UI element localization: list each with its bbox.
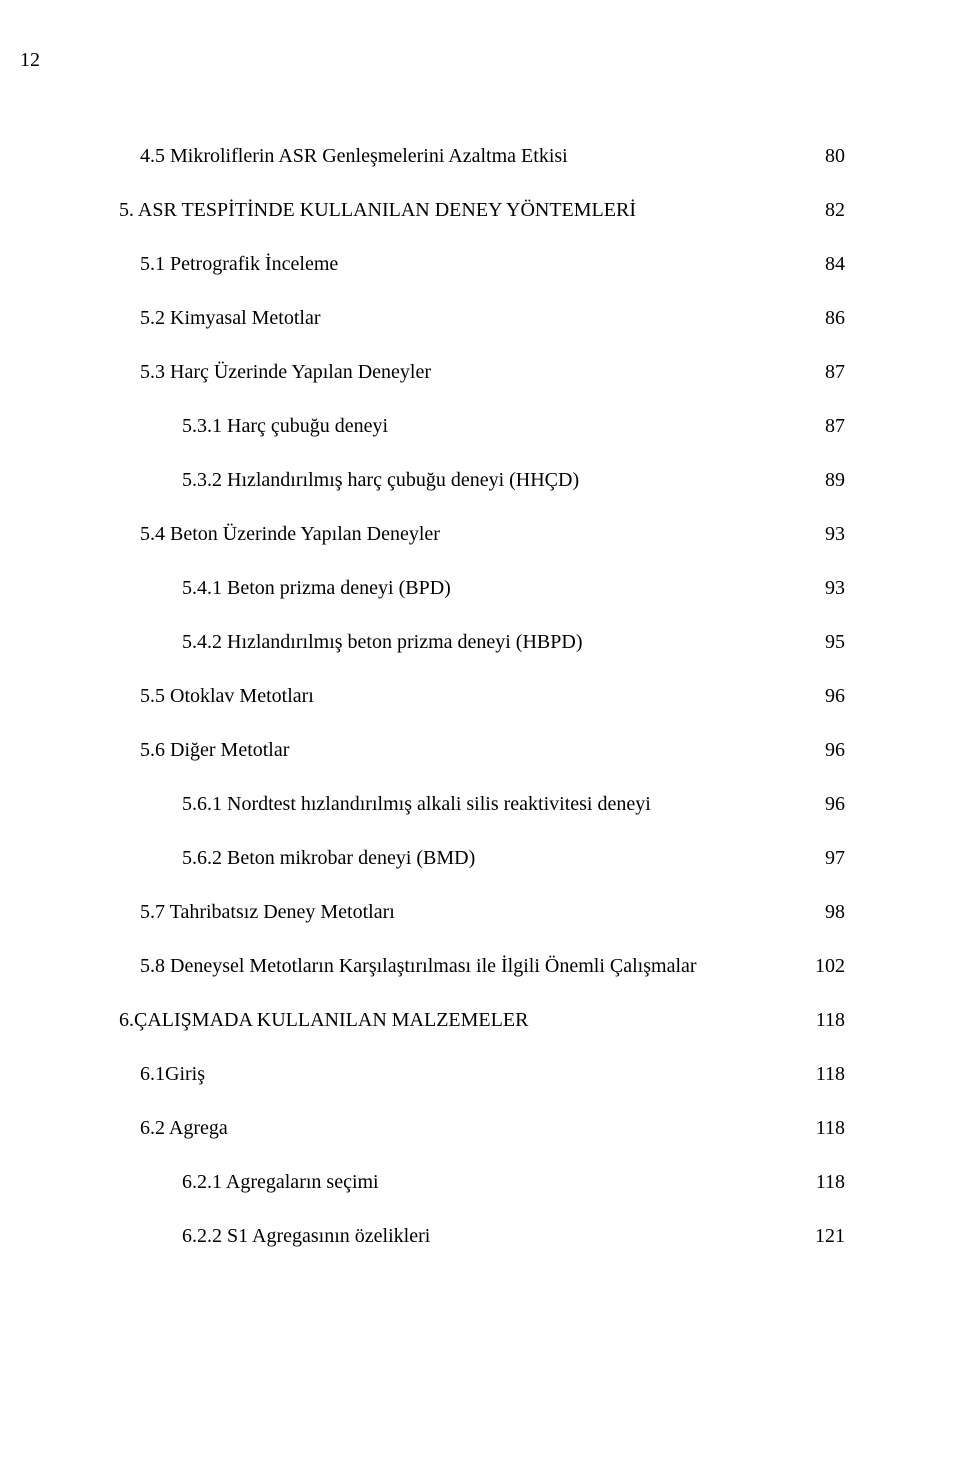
toc-entry-label: 6.2 Agrega: [140, 1118, 805, 1138]
toc-row: 5.4 Beton Üzerinde Yapılan Deneyler93: [119, 524, 845, 544]
toc-entry-page: 118: [805, 1118, 845, 1138]
toc-row: 5.3 Harç Üzerinde Yapılan Deneyler87: [119, 362, 845, 382]
page-number: 12: [20, 50, 40, 70]
toc-entry-label: 6.2.1 Agregaların seçimi: [182, 1172, 805, 1192]
toc-entry-page: 96: [805, 740, 845, 760]
toc-row: 5.1 Petrografik İnceleme84: [119, 254, 845, 274]
toc-row: 5.5 Otoklav Metotları96: [119, 686, 845, 706]
toc-row: 6.2.2 S1 Agregasının özelikleri121: [119, 1226, 845, 1246]
toc-entry-label: 5.6.2 Beton mikrobar deneyi (BMD): [182, 848, 805, 868]
toc-entry-label: 5.4.1 Beton prizma deneyi (BPD): [182, 578, 805, 598]
toc-entry-label: 5.4 Beton Üzerinde Yapılan Deneyler: [140, 524, 805, 544]
toc-entry-label: 5.3.2 Hızlandırılmış harç çubuğu deneyi …: [182, 470, 805, 490]
toc-entry-label: 5.2 Kimyasal Metotlar: [140, 308, 805, 328]
toc-entry-page: 118: [805, 1064, 845, 1084]
toc-entry-label: 4.5 Mikroliflerin ASR Genleşmelerini Aza…: [140, 146, 805, 166]
toc-row: 5.4.2 Hızlandırılmış beton prizma deneyi…: [119, 632, 845, 652]
toc-entry-label: 5.4.2 Hızlandırılmış beton prizma deneyi…: [182, 632, 805, 652]
toc-entry-page: 118: [805, 1172, 845, 1192]
toc-entry-page: 97: [805, 848, 845, 868]
toc-row: 5. ASR TESPİTİNDE KULLANILAN DENEY YÖNTE…: [119, 200, 845, 220]
toc-entry-label: 5.6 Diğer Metotlar: [140, 740, 805, 760]
toc-entry-page: 82: [805, 200, 845, 220]
toc-row: 5.8 Deneysel Metotların Karşılaştırılmas…: [119, 956, 845, 976]
toc-row: 4.5 Mikroliflerin ASR Genleşmelerini Aza…: [119, 146, 845, 166]
toc-entry-label: 5.7 Tahribatsız Deney Metotları: [140, 902, 805, 922]
toc-entry-page: 87: [805, 416, 845, 436]
toc-entry-page: 96: [805, 794, 845, 814]
toc-row: 6.1Giriş118: [119, 1064, 845, 1084]
document-page: 12 4.5 Mikroliflerin ASR Genleşmelerini …: [0, 0, 960, 1478]
toc-entry-label: 5.6.1 Nordtest hızlandırılmış alkali sil…: [182, 794, 805, 814]
toc-entry-label: 5.3 Harç Üzerinde Yapılan Deneyler: [140, 362, 805, 382]
toc-entry-page: 95: [805, 632, 845, 652]
toc-row: 6.ÇALIŞMADA KULLANILAN MALZEMELER118: [119, 1010, 845, 1030]
toc-entry-page: 96: [805, 686, 845, 706]
toc-entry-page: 80: [805, 146, 845, 166]
toc-entry-page: 84: [805, 254, 845, 274]
toc-entry-label: 5.8 Deneysel Metotların Karşılaştırılmas…: [140, 956, 805, 976]
toc-entry-label: 5.3.1 Harç çubuğu deneyi: [182, 416, 805, 436]
toc-entry-page: 86: [805, 308, 845, 328]
toc-row: 5.6.2 Beton mikrobar deneyi (BMD)97: [119, 848, 845, 868]
toc-row: 5.4.1 Beton prizma deneyi (BPD)93: [119, 578, 845, 598]
toc-entry-page: 87: [805, 362, 845, 382]
toc-entry-page: 102: [805, 956, 845, 976]
toc-entry-label: 6.1Giriş: [140, 1064, 805, 1084]
toc-entry-page: 118: [805, 1010, 845, 1030]
toc-entry-page: 93: [805, 524, 845, 544]
toc-entry-page: 121: [805, 1226, 845, 1246]
toc-entry-label: 5.1 Petrografik İnceleme: [140, 254, 805, 274]
toc-entry-label: 6.ÇALIŞMADA KULLANILAN MALZEMELER: [119, 1010, 805, 1030]
toc-row: 5.3.2 Hızlandırılmış harç çubuğu deneyi …: [119, 470, 845, 490]
toc-entry-page: 98: [805, 902, 845, 922]
toc-entry-page: 93: [805, 578, 845, 598]
toc-row: 5.7 Tahribatsız Deney Metotları98: [119, 902, 845, 922]
toc-row: 5.6 Diğer Metotlar96: [119, 740, 845, 760]
toc-entry-page: 89: [805, 470, 845, 490]
table-of-contents: 4.5 Mikroliflerin ASR Genleşmelerini Aza…: [119, 146, 845, 1246]
toc-row: 5.3.1 Harç çubuğu deneyi87: [119, 416, 845, 436]
toc-entry-label: 5.5 Otoklav Metotları: [140, 686, 805, 706]
toc-row: 5.6.1 Nordtest hızlandırılmış alkali sil…: [119, 794, 845, 814]
toc-row: 5.2 Kimyasal Metotlar86: [119, 308, 845, 328]
toc-entry-label: 6.2.2 S1 Agregasının özelikleri: [182, 1226, 805, 1246]
toc-entry-label: 5. ASR TESPİTİNDE KULLANILAN DENEY YÖNTE…: [119, 200, 805, 220]
toc-row: 6.2 Agrega118: [119, 1118, 845, 1138]
toc-row: 6.2.1 Agregaların seçimi118: [119, 1172, 845, 1192]
